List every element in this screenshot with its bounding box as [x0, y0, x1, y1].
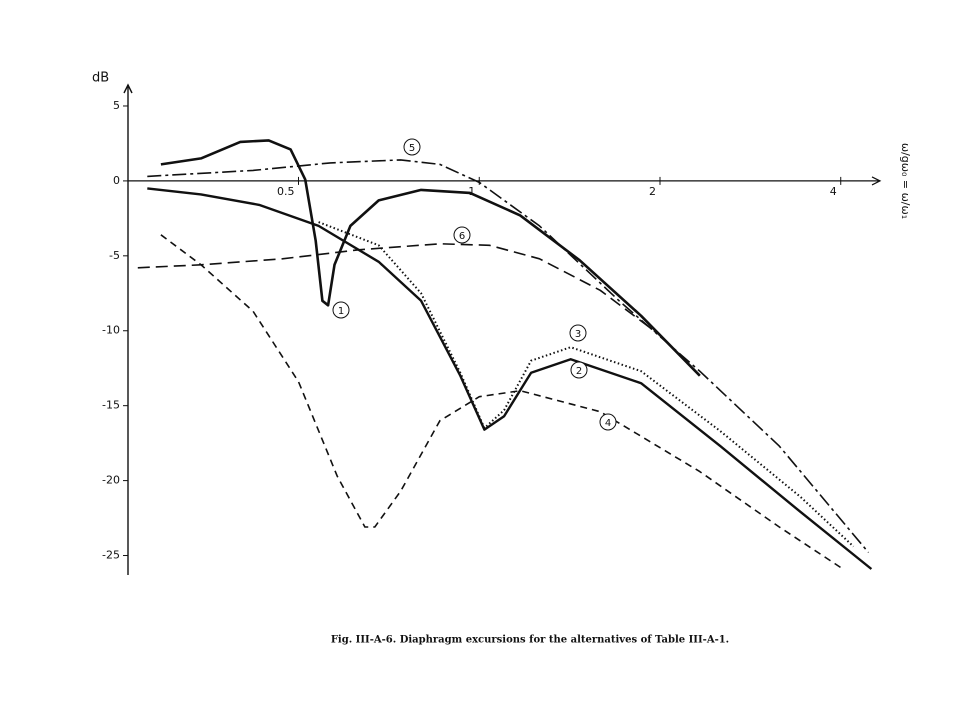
y-axis-arrow [123, 83, 133, 94]
series-label: 4 [605, 418, 611, 429]
series-line [137, 243, 701, 377]
series-label: 2 [576, 366, 582, 377]
y-tick-label: 5 [113, 99, 120, 112]
series-line [160, 139, 701, 377]
series-line [147, 159, 870, 554]
y-tick-label: -10 [102, 324, 120, 337]
series-label-circle [599, 413, 617, 431]
x-tick-label: 0.5 [277, 185, 295, 198]
series-label-circle [569, 324, 587, 342]
x-tick-label: 4 [830, 185, 837, 198]
y-tick-label: -15 [102, 399, 120, 412]
x-axis-arrow [871, 176, 882, 186]
y-tick-label: -25 [102, 549, 120, 562]
x-tick-label: 2 [649, 185, 656, 198]
x-tick-label: 1 [468, 185, 475, 198]
series-label-circle [453, 226, 471, 244]
series-line [318, 221, 855, 548]
series-label-circle [570, 361, 588, 379]
x-axis-label: ω/gω₀ = ω/ω₁ [899, 143, 912, 219]
series-label-circle [332, 301, 350, 319]
y-tick-label: -20 [102, 474, 120, 487]
y-axis-label: dB [92, 71, 109, 86]
series-label-circle [403, 138, 421, 156]
series-label: 3 [575, 329, 581, 340]
caption: Fig. III-A-6. Diaphragm excursions for t… [331, 635, 729, 646]
series-line [147, 187, 873, 570]
series-label: 6 [459, 231, 465, 242]
series-label: 5 [409, 143, 415, 154]
y-tick-label: -5 [109, 249, 120, 262]
series-line [160, 234, 842, 569]
series-label: 1 [338, 306, 344, 317]
y-tick-label: 0 [113, 174, 120, 187]
